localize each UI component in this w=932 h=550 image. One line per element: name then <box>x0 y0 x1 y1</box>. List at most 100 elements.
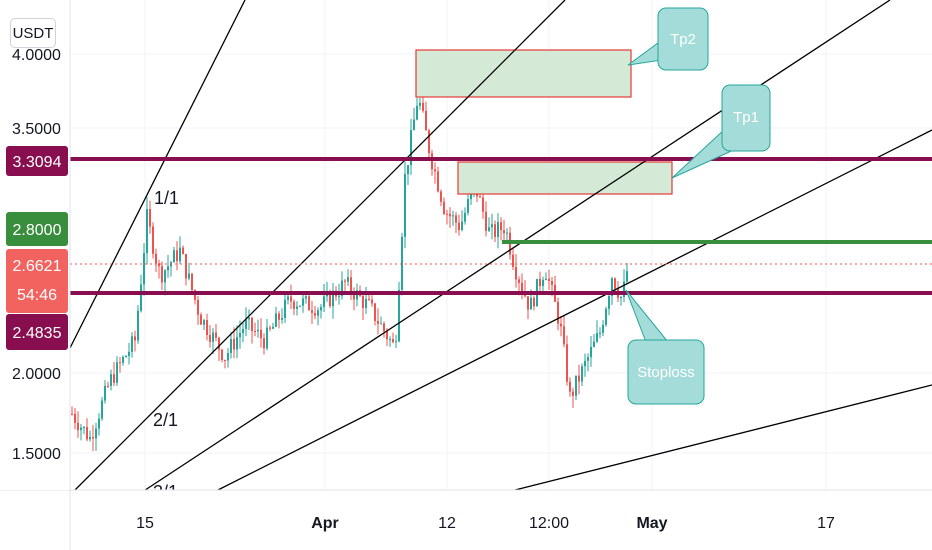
candle-body <box>332 290 334 307</box>
candle-body <box>206 320 208 336</box>
candle-body <box>410 130 412 166</box>
candle-body <box>527 296 529 310</box>
fan-lines <box>69 0 932 501</box>
y-tick-3-5: 3.5000 <box>12 121 61 138</box>
candle-body <box>449 213 451 217</box>
x-tick-1200: 12:00 <box>529 515 569 532</box>
candle-body <box>434 169 436 172</box>
candle-body <box>158 263 160 267</box>
svg-text:3.3094: 3.3094 <box>13 154 62 171</box>
candle-body <box>119 362 121 364</box>
candle-body <box>593 341 595 347</box>
candle-body <box>182 247 184 255</box>
tp1-label: Tp1 <box>733 109 759 126</box>
candle-body <box>413 119 415 131</box>
stoploss-label: Stoploss <box>637 364 695 381</box>
candle-body <box>113 374 115 383</box>
candle-body <box>419 102 421 106</box>
candles <box>71 95 628 452</box>
candle-body <box>83 426 85 428</box>
candle-body <box>71 413 73 415</box>
candle-body <box>605 308 607 325</box>
current-price-value: 2.6621 <box>13 258 62 275</box>
current-price-tag: 2.6621 54:46 <box>6 249 68 313</box>
candle-body <box>380 323 382 325</box>
candle-body <box>266 327 268 349</box>
candle-body <box>215 332 217 338</box>
bar-countdown: 54:46 <box>17 287 57 304</box>
candle-body <box>386 331 388 340</box>
candle-body <box>104 385 106 401</box>
candle-body <box>497 222 499 238</box>
candle-body <box>353 292 355 300</box>
candle-body <box>314 312 316 316</box>
candle-body <box>455 215 457 223</box>
candle-body <box>269 327 271 329</box>
candle-body <box>362 295 364 308</box>
candle-body <box>212 332 214 342</box>
candle-body <box>218 337 220 350</box>
candle-body <box>275 313 277 327</box>
candle-body <box>116 362 118 383</box>
fan-line-1-1 <box>69 0 246 349</box>
time-axis[interactable] <box>0 490 932 550</box>
candle-body <box>506 232 508 234</box>
candle-body <box>188 273 190 279</box>
candle-body <box>575 375 577 396</box>
candle-body <box>98 418 100 429</box>
candle-body <box>125 356 127 358</box>
tp1-callout[interactable]: Tp1 <box>671 84 771 179</box>
candle-body <box>416 105 418 120</box>
candle-body <box>431 153 433 170</box>
candle-body <box>482 197 484 212</box>
candle-body <box>452 215 454 217</box>
candle-body <box>254 330 256 332</box>
candle-body <box>530 297 532 310</box>
candle-body <box>404 174 406 237</box>
candle-body <box>347 277 349 282</box>
candle-body <box>488 227 490 231</box>
candle-body <box>608 295 610 309</box>
candle-body <box>320 306 322 311</box>
grid <box>0 0 932 490</box>
candle-body <box>557 301 559 324</box>
candle-body <box>602 324 604 333</box>
candle-body <box>317 310 319 316</box>
tp2-callout[interactable]: Tp2 <box>627 7 709 71</box>
candle-body <box>173 250 175 263</box>
candle-body <box>323 296 325 307</box>
candle-body <box>341 280 343 296</box>
candle-body <box>80 427 82 431</box>
candle-body <box>590 346 592 358</box>
candle-body <box>392 339 394 343</box>
candle-body <box>209 335 211 342</box>
candle-body <box>395 341 397 343</box>
candle-body <box>350 277 352 293</box>
currency-button[interactable]: USDT <box>10 18 56 48</box>
candle-body <box>503 230 505 234</box>
candle-body <box>545 278 547 280</box>
tp2-zone[interactable] <box>415 49 632 98</box>
candle-body <box>515 266 517 280</box>
candle-body <box>134 336 136 341</box>
upper-level-tag: 3.3094 <box>6 146 68 176</box>
candle-body <box>539 279 541 286</box>
tp1-zone[interactable] <box>457 161 673 195</box>
candle-body <box>299 305 301 307</box>
candle-body <box>371 299 373 304</box>
candle-body <box>74 413 76 423</box>
candle-body <box>278 313 280 320</box>
lower-level-tag: 2.4835 <box>6 314 68 350</box>
candle-body <box>485 211 487 231</box>
candle-body <box>305 296 307 299</box>
stoploss-callout[interactable]: Stoploss <box>625 289 705 405</box>
y-tick-4: 4.0000 <box>12 47 61 64</box>
candle-body <box>236 337 238 350</box>
candle-body <box>110 374 112 386</box>
fan-label-2-1: 2/1 <box>153 410 178 430</box>
candle-body <box>560 323 562 327</box>
candle-body <box>197 299 199 315</box>
candle-body <box>566 344 568 382</box>
